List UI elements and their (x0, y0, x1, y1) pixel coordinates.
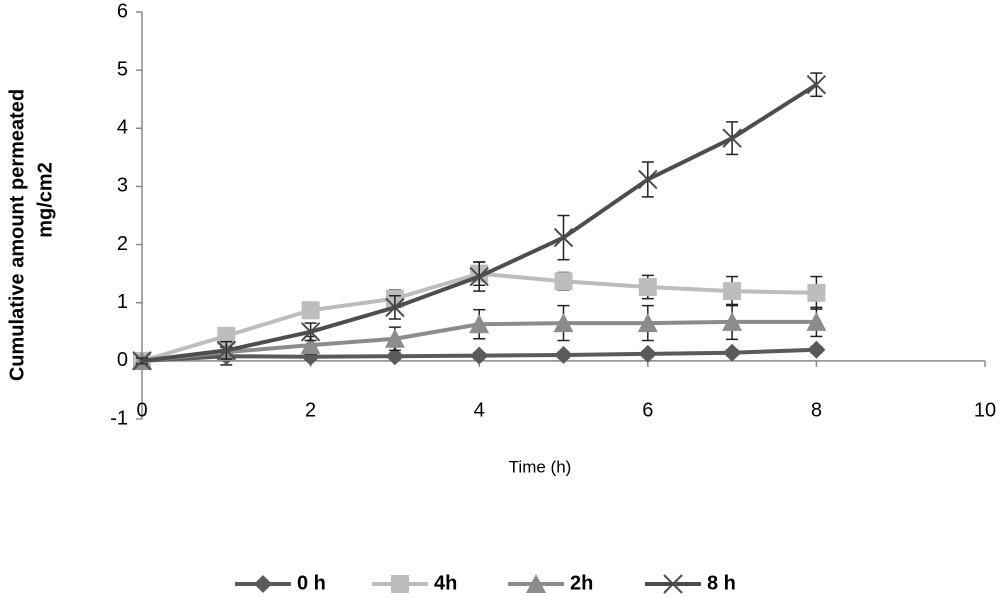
marker (254, 575, 272, 593)
legend-item: 8 h (645, 572, 736, 594)
marker (807, 283, 826, 302)
marker (722, 128, 742, 148)
marker (553, 227, 574, 248)
y-tick-label: 3 (117, 175, 128, 197)
y-tick-label: 1 (117, 291, 128, 313)
x-axis-title: Time (h) (509, 457, 572, 476)
marker (384, 328, 405, 348)
marker (132, 351, 152, 371)
marker (663, 574, 683, 594)
marker (554, 272, 573, 291)
x-tick-label: 8 (811, 399, 822, 421)
marker (301, 301, 320, 320)
x-tick-label: 10 (974, 399, 996, 421)
marker (300, 322, 321, 342)
x-tick-label: 6 (642, 399, 653, 421)
marker (638, 344, 657, 363)
marker (554, 346, 573, 365)
marker (806, 74, 827, 95)
x-tick-label: 4 (474, 399, 485, 421)
legend-item: 0 h (235, 572, 326, 594)
y-tick-label: 4 (117, 117, 128, 139)
marker (300, 335, 321, 355)
y-tick-label: 2 (117, 233, 128, 255)
y-tick-label: -1 (110, 407, 128, 429)
marker (469, 266, 489, 287)
series (132, 72, 827, 371)
y-axis-title: Cumulative amount permeated (6, 89, 28, 381)
y-tick-label: 0 (117, 349, 128, 371)
marker (391, 575, 409, 593)
legend-item: 2h (508, 572, 593, 594)
marker (526, 574, 546, 593)
marker (216, 340, 237, 361)
series (132, 303, 827, 370)
legend-label: 0 h (297, 572, 326, 594)
marker (385, 347, 404, 366)
marker (807, 340, 826, 359)
legend-label: 8 h (707, 572, 736, 594)
marker (638, 169, 658, 190)
marker (723, 282, 742, 301)
marker (806, 311, 827, 331)
marker (469, 314, 490, 334)
y-tick-label: 5 (117, 58, 128, 80)
marker (723, 343, 742, 362)
legend-label: 4h (434, 572, 457, 594)
legend-item: 4h (372, 572, 457, 594)
y-axis-title: mg/cm2 (34, 162, 56, 238)
marker (470, 346, 489, 365)
marker (385, 297, 405, 318)
marker (637, 313, 658, 333)
marker (722, 311, 743, 331)
marker (638, 278, 657, 297)
x-tick-label: 0 (136, 399, 147, 421)
y-tick-label: 6 (117, 0, 128, 22)
marker (217, 326, 236, 345)
x-tick-label: 2 (305, 399, 316, 421)
marker (553, 313, 574, 333)
legend-label: 2h (570, 572, 593, 594)
